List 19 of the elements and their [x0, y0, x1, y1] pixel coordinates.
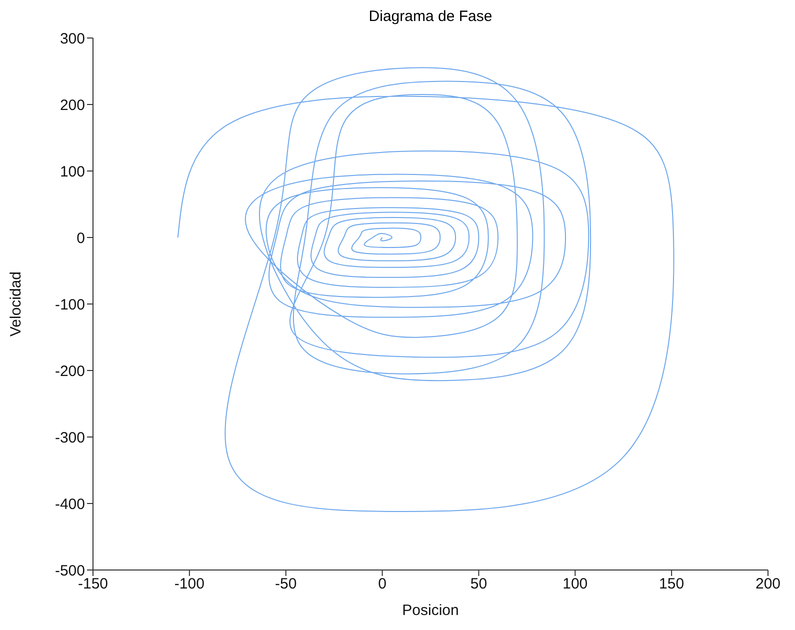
x-tick-label: 0 [378, 576, 386, 593]
x-tick-label: 100 [562, 576, 588, 593]
y-tick-label: -200 [54, 362, 85, 380]
x-tick-label: 200 [755, 576, 781, 593]
x-axis-title: Posicion [402, 602, 459, 619]
y-tick-label: 0 [76, 230, 85, 247]
x-tick-label: -100 [174, 576, 204, 593]
y-tick-label: 100 [60, 163, 85, 180]
x-tick-label: -50 [275, 576, 297, 593]
line-series [177, 67, 674, 512]
y-tick-label: 200 [60, 96, 85, 114]
x-tick-label: 50 [470, 576, 488, 593]
chart-title: Diagrama de Fase [368, 8, 494, 25]
y-tick-label: -400 [54, 496, 85, 513]
y-tick-label: -100 [54, 296, 85, 314]
y-tick-label: -300 [54, 429, 85, 446]
y-axis-title: Velocidad [7, 271, 24, 337]
x-tick-label: 150 [659, 576, 684, 593]
y-tick-label: 300 [60, 30, 85, 48]
